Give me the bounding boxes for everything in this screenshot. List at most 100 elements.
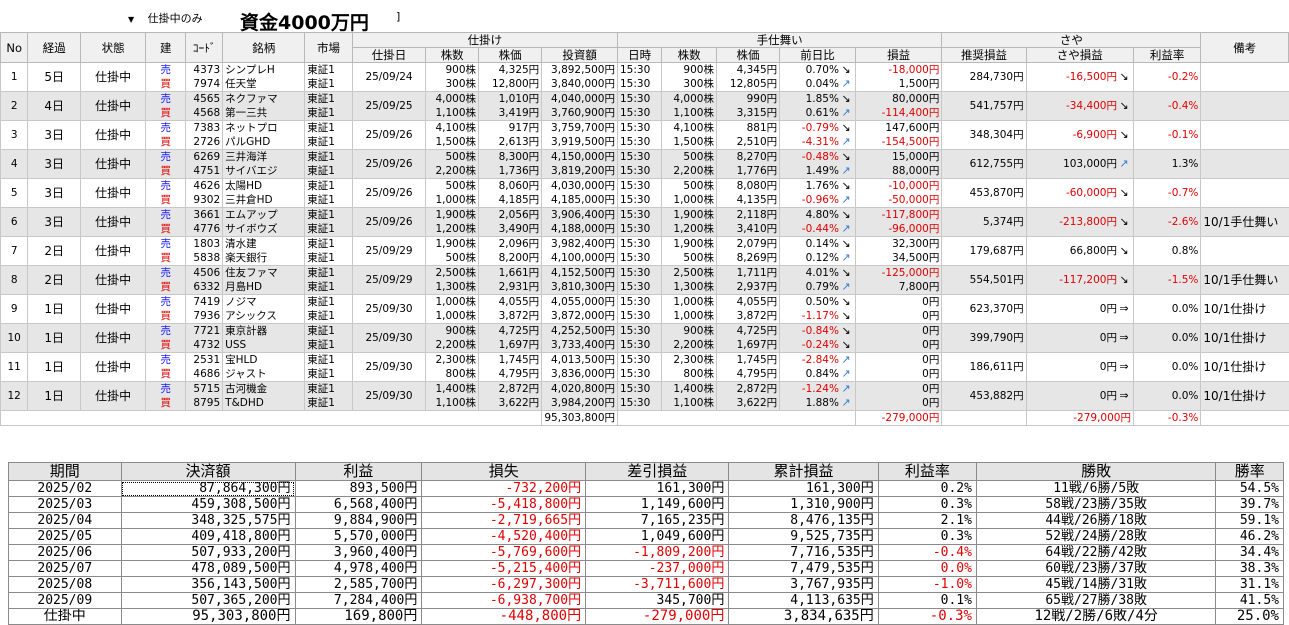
- profit-cell: 169,800円: [294, 608, 423, 625]
- col-note[interactable]: 備考: [1200, 32, 1289, 63]
- stock-name-cell[interactable]: 住友ファマ: [222, 265, 305, 280]
- filter-dropdown[interactable]: ▼ 仕掛中のみ: [128, 10, 203, 26]
- stock-name-cell[interactable]: 任天堂: [222, 77, 305, 92]
- table-row[interactable]: 11 1日 仕掛中売 2531 宝HLD 東証1 25/09/30 2,300株 1,745円 4…: [0, 352, 1289, 382]
- col-est-pnl[interactable]: 推奨損益: [941, 47, 1027, 63]
- table-row[interactable]: 買 2726 パルGHD 東証1 1,500株 2,613円 3,919,500円 15:30…: [1, 135, 1289, 150]
- entry-shares-cell: 1,900株: [425, 207, 479, 222]
- summary-row[interactable]: 2025/05 409,418,800円 5,570,000円 -4,520,400円…: [8, 528, 1284, 545]
- col-name[interactable]: 銘柄: [222, 32, 306, 63]
- stock-name-cell[interactable]: 清水建: [222, 236, 305, 251]
- summary-col-header[interactable]: 利益率: [877, 462, 977, 481]
- stock-name-cell[interactable]: 月島HD: [222, 280, 305, 295]
- col-entry-price[interactable]: 株価: [478, 47, 543, 63]
- table-row[interactable]: 買 9302 三井倉HD 東証1 1,000株 4,185円 4,185,000円 15:30…: [1, 193, 1289, 208]
- summary-row[interactable]: 2025/07 478,089,500円 4,978,400円 -5,215,400円…: [8, 560, 1284, 577]
- summary-row[interactable]: 仕掛中 95,303,800円 169,800円 -448,800円 -279,000円…: [8, 608, 1284, 625]
- stock-name-cell[interactable]: T&DHD: [222, 396, 305, 411]
- col-spread-pnl[interactable]: さや損益: [1025, 47, 1134, 63]
- status-cell: 仕掛中: [80, 178, 146, 208]
- summary-row[interactable]: 2025/02 87,864,300円 893,500円 -732,200円 161,3…: [8, 480, 1284, 497]
- stock-name-cell[interactable]: 三井海洋: [222, 149, 305, 164]
- table-row[interactable]: 4 3日 仕掛中売 6269 三井海洋 東証1 25/09/26 500株 8,300円 4,15…: [0, 149, 1289, 179]
- stock-name-cell[interactable]: 楽天銀行: [222, 251, 305, 266]
- col-exit-shares[interactable]: 株数: [661, 47, 717, 63]
- investment-cell: 3,810,300円: [541, 280, 618, 295]
- stock-name-cell[interactable]: ジャスト: [222, 367, 305, 382]
- pnl-cell: -154,500円: [854, 135, 942, 150]
- chevron-down-icon[interactable]: ▼: [128, 15, 135, 24]
- summary-row[interactable]: 2025/06 507,933,200円 3,960,400円 -5,769,600円…: [8, 544, 1284, 561]
- col-no[interactable]: No: [0, 32, 29, 63]
- table-row[interactable]: 6 3日 仕掛中売 3661 エムアップ 東証1 25/09/26 1,900株 2,056円 3…: [0, 207, 1289, 237]
- col-day-change[interactable]: 前日比: [779, 47, 856, 63]
- summary-col-header[interactable]: 期間: [8, 462, 122, 481]
- table-row[interactable]: 買 4732 USS 東証1 2,200株 1,697円 3,733,400円 15:30 2,…: [1, 338, 1289, 353]
- col-status[interactable]: 状態: [80, 32, 147, 63]
- stock-name-cell[interactable]: 三井倉HD: [222, 193, 305, 208]
- summary-col-header[interactable]: 差引損益: [585, 462, 730, 481]
- table-row[interactable]: 買 6332 月島HD 東証1 1,300株 2,931円 3,810,300円 15:30 1…: [1, 280, 1289, 295]
- col-exit-price[interactable]: 株価: [715, 47, 781, 63]
- table-row[interactable]: 7 2日 仕掛中売 1803 清水建 東証1 25/09/29 1,900株 2,096円 3,9…: [0, 236, 1289, 266]
- spread-pnl-value: 0円: [1099, 332, 1117, 344]
- stock-name-cell[interactable]: アシックス: [222, 309, 305, 324]
- investment-cell: 4,252,500円: [541, 323, 618, 338]
- table-row[interactable]: 2 4日 仕掛中売 4565 ネクファマ 東証1 25/09/25 4,000株 1,010円 4…: [0, 91, 1289, 121]
- summary-col-header[interactable]: 勝率: [1215, 462, 1284, 481]
- stock-name-cell[interactable]: シンプレH: [222, 62, 305, 77]
- return-rate-cell: -2.6%: [1132, 207, 1201, 237]
- col-elapsed[interactable]: 経過: [27, 32, 82, 63]
- summary-row[interactable]: 2025/03 459,308,500円 6,568,400円 -5,418,800円…: [8, 496, 1284, 513]
- col-entry-date[interactable]: 仕掛日: [351, 47, 427, 63]
- stock-name-cell[interactable]: ネットプロ: [222, 120, 305, 135]
- summary-row[interactable]: 2025/09 507,365,200円 7,284,400円 -6,938,700円…: [8, 592, 1284, 609]
- table-row[interactable]: 5 3日 仕掛中売 4626 太陽HD 東証1 25/09/26 500株 8,060円 4,03…: [0, 178, 1289, 208]
- summary-col-header[interactable]: 利益: [294, 462, 423, 481]
- summary-col-header[interactable]: 勝敗: [975, 462, 1217, 481]
- exit-time-cell: 15:30: [616, 265, 662, 280]
- table-row[interactable]: 10 1日 仕掛中売 7721 東京計器 東証1 25/09/30 900株 4,725円 4,2…: [0, 323, 1289, 353]
- summary-col-header[interactable]: 累計損益: [728, 462, 879, 481]
- stock-name-cell[interactable]: 第一三共: [222, 106, 305, 121]
- summary-row[interactable]: 2025/08 356,143,500円 2,585,700円 -6,297,300円…: [8, 576, 1284, 593]
- stock-name-cell[interactable]: サイボウズ: [222, 222, 305, 237]
- table-row[interactable]: 8 2日 仕掛中売 4506 住友ファマ 東証1 25/09/29 2,500株 1,661円 4…: [0, 265, 1289, 295]
- table-row[interactable]: 9 1日 仕掛中売 7419 ノジマ 東証1 25/09/30 1,000株 4,055円 4,0…: [0, 294, 1289, 324]
- stock-name-cell[interactable]: 太陽HD: [222, 178, 305, 193]
- stock-name-cell[interactable]: エムアップ: [222, 207, 305, 222]
- col-return-rate[interactable]: 利益率: [1132, 47, 1202, 63]
- stock-name-cell[interactable]: 東京計器: [222, 323, 305, 338]
- stock-name-cell[interactable]: ノジマ: [222, 294, 305, 309]
- col-exit-time[interactable]: 日時: [616, 47, 663, 63]
- col-market[interactable]: 市場: [304, 32, 353, 63]
- stock-name-cell[interactable]: 宝HLD: [222, 352, 305, 367]
- table-row[interactable]: 1 5日 仕掛中売 4373 シンプレH 東証1 25/09/24 900株 4,325円 3,8…: [0, 62, 1289, 92]
- day-change-value: 4.01%: [805, 267, 839, 279]
- col-side[interactable]: 建: [145, 32, 187, 63]
- table-row[interactable]: 12 1日 仕掛中売 5715 古河機金 東証1 25/09/30 1,400株 2,872円 4…: [0, 381, 1289, 411]
- table-row[interactable]: 買 4568 第一三共 東証1 1,100株 3,419円 3,760,900円 15:30 1…: [1, 106, 1289, 121]
- col-pnl[interactable]: 損益: [854, 47, 943, 63]
- table-row[interactable]: 3 3日 仕掛中売 7383 ネットプロ 東証1 25/09/26 4,100株 917円 3,7…: [0, 120, 1289, 150]
- stock-name-cell[interactable]: ネクファマ: [222, 91, 305, 106]
- table-row[interactable]: 買 5838 楽天銀行 東証1 500株 8,200円 4,100,000円 15:30 500…: [1, 251, 1289, 266]
- code-cell: 4626: [185, 178, 223, 193]
- col-code[interactable]: ｺｰﾄﾞ: [185, 32, 224, 63]
- est-pnl-cell: 284,730円: [941, 62, 1027, 92]
- win-rate-cell: 46.2%: [1215, 528, 1284, 545]
- win-rate-cell: 41.5%: [1215, 592, 1284, 609]
- stock-name-cell[interactable]: 古河機金: [222, 381, 305, 396]
- summary-col-header[interactable]: 損失: [421, 462, 587, 481]
- table-row[interactable]: 買 4751 サイバエジ 東証1 2,200株 1,736円 3,819,200円 15:30…: [1, 164, 1289, 179]
- stock-name-cell[interactable]: サイバエジ: [222, 164, 305, 179]
- summary-col-header[interactable]: 決済額: [120, 462, 296, 481]
- table-row[interactable]: 買 4776 サイボウズ 東証1 1,200株 3,490円 4,188,000円 15:30…: [1, 222, 1289, 237]
- settle-cell: 507,365,200円: [120, 592, 296, 609]
- col-investment[interactable]: 投資額: [541, 47, 618, 63]
- return-rate-cell: 1.3%: [1132, 149, 1201, 179]
- stock-name-cell[interactable]: パルGHD: [222, 135, 305, 150]
- stock-name-cell[interactable]: USS: [222, 338, 305, 353]
- col-entry-shares[interactable]: 株数: [425, 47, 480, 63]
- summary-row[interactable]: 2025/04 348,325,575円 9,884,900円 -2,719,665円…: [8, 512, 1284, 529]
